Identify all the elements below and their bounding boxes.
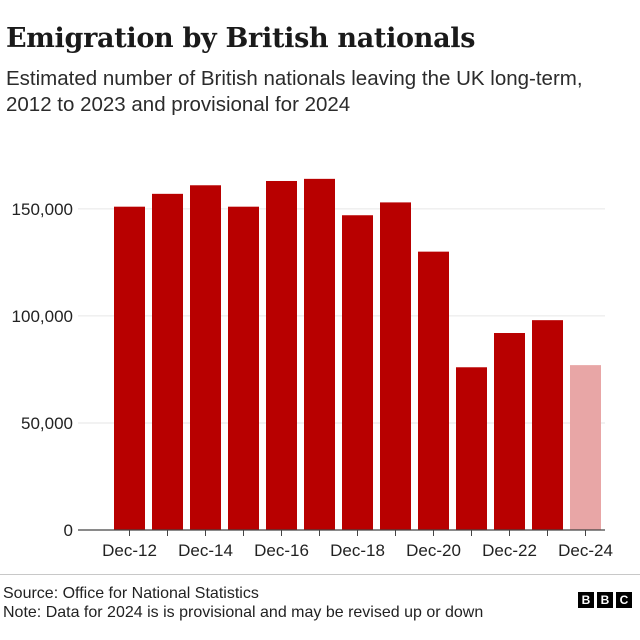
chart-subtitle: Estimated number of British nationals le… <box>6 67 583 116</box>
bar <box>190 185 221 531</box>
x-tick-label: Dec-18 <box>330 541 385 560</box>
x-tick-label: Dec-12 <box>102 541 157 560</box>
bar <box>380 202 411 530</box>
x-tick-label: Dec-22 <box>482 541 537 560</box>
bar <box>494 333 525 530</box>
tick-labels: 0 50,000 100,000 150,000 Dec-12 Dec-14 Dec-16 D… <box>12 200 613 560</box>
footer-divider <box>0 574 640 575</box>
y-tick-label: 150,000 <box>12 200 73 219</box>
bar <box>266 180 297 531</box>
bbc-logo: B B C <box>578 592 632 608</box>
bar <box>228 206 259 530</box>
y-tick-label: 50,000 <box>21 414 73 433</box>
bbc-logo-letter: B <box>597 592 613 608</box>
bar <box>114 206 145 530</box>
chart-title: Emigration by British nationals <box>6 23 476 54</box>
bbc-logo-letter: C <box>616 592 632 608</box>
bar <box>304 178 335 531</box>
bar <box>532 320 563 530</box>
x-tick-label: Dec-24 <box>558 541 613 560</box>
note-text: Note: Data for 2024 is is provisional an… <box>3 604 484 621</box>
y-tick-label: 100,000 <box>12 307 73 326</box>
bar <box>570 365 601 530</box>
bar-chart: 0 50,000 100,000 150,000 Dec-12 Dec-14 Dec-16 D… <box>12 178 613 560</box>
source-text: Source: Office for National Statistics <box>3 585 259 602</box>
y-tick-label: 0 <box>64 521 73 540</box>
bar <box>342 215 373 530</box>
bbc-logo-letter: B <box>578 592 594 608</box>
axes <box>78 529 605 536</box>
x-tick-label: Dec-20 <box>406 541 461 560</box>
bar <box>456 367 487 530</box>
bars <box>114 178 601 531</box>
bar <box>418 251 449 530</box>
x-tick-label: Dec-16 <box>254 541 309 560</box>
x-tick-label: Dec-14 <box>178 541 233 560</box>
bar <box>152 193 183 530</box>
